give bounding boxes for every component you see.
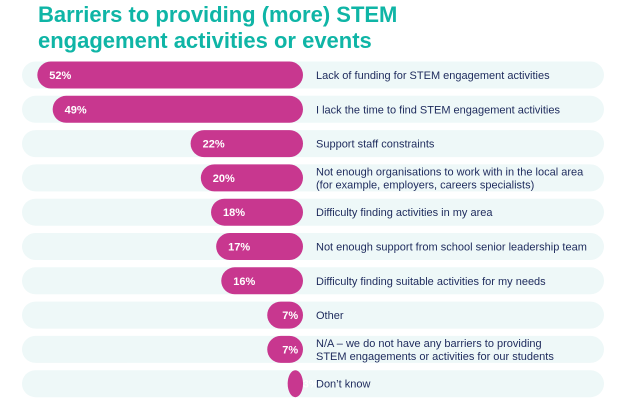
value-label: 7% — [282, 310, 298, 322]
bar — [287, 370, 303, 398]
row-background — [22, 130, 604, 158]
category-label: Difficulty finding suitable activities f… — [316, 276, 546, 288]
row-background — [22, 335, 604, 363]
bar — [267, 335, 303, 363]
chart-title: Barriers to providing (more) STEM engage… — [38, 2, 598, 54]
value-label: 16% — [233, 276, 255, 288]
bar — [221, 267, 303, 295]
category-label: (for example, employers, careers special… — [316, 179, 534, 191]
category-label: Other — [316, 310, 344, 322]
bar — [211, 198, 303, 226]
value-label: 18% — [223, 207, 245, 219]
value-label: 49% — [65, 104, 87, 116]
row-background — [22, 267, 604, 295]
bar — [267, 301, 303, 329]
category-label: Not enough organisations to work with in… — [316, 166, 584, 178]
category-label: Don’t know — [316, 379, 370, 391]
chart-title-line-1: Barriers to providing (more) STEM — [38, 2, 398, 27]
value-label: 7% — [282, 344, 298, 356]
category-label: N/A – we do not have any barriers to pro… — [316, 338, 542, 350]
chart-title-line-2: engagement activities or events — [38, 28, 372, 53]
category-label: Not enough support from school senior le… — [316, 242, 587, 254]
value-label: 3% — [303, 379, 319, 391]
row-background — [22, 370, 604, 398]
category-label: STEM engagements or activities for our s… — [316, 351, 554, 363]
value-label: 52% — [49, 70, 71, 82]
bar — [37, 61, 304, 89]
bar — [200, 164, 303, 192]
value-label: 22% — [203, 139, 225, 151]
bar — [216, 233, 303, 260]
bar — [52, 95, 304, 123]
category-label: I lack the time to find STEM engagement … — [316, 104, 560, 116]
value-label: 17% — [228, 242, 250, 254]
category-label: Lack of funding for STEM engagement acti… — [316, 70, 550, 82]
value-label: 20% — [213, 173, 235, 185]
row-background — [22, 198, 604, 226]
row-background — [22, 233, 604, 260]
bar — [190, 130, 303, 158]
category-label: Difficulty finding activities in my area — [316, 207, 493, 219]
row-background — [22, 301, 604, 329]
category-label: Support staff constraints — [316, 139, 435, 151]
row-background — [22, 164, 604, 192]
